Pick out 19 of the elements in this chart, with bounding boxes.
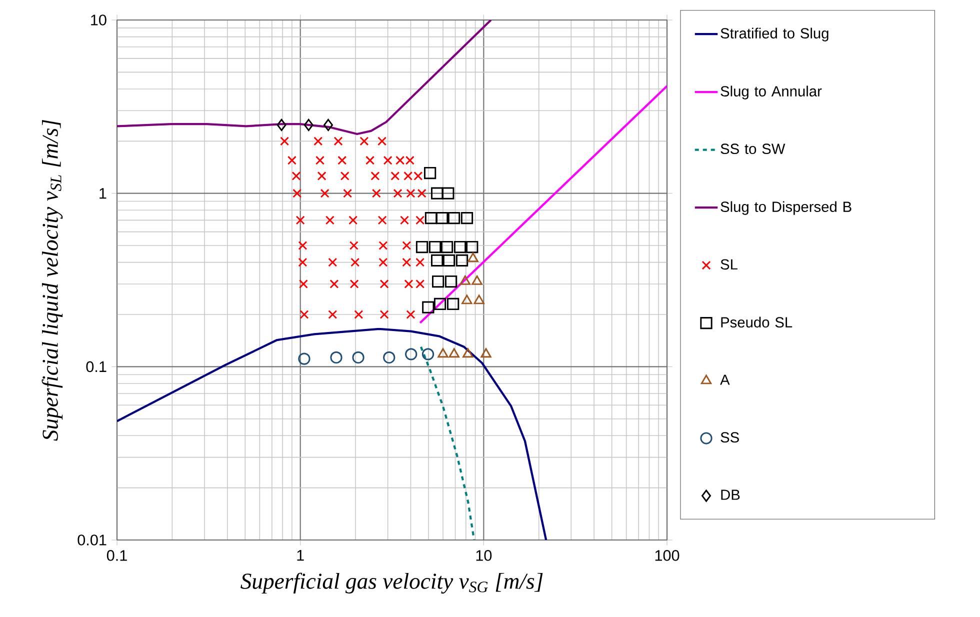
x-axis-title: Superficial gas velocity v$_{SG}$ [m/s] [240,572,543,594]
y-tick-label: 0.1 [86,361,106,372]
legend-label: DB [721,490,740,500]
y-tick-label: 10 [91,14,106,26]
legend-label: SL [720,259,738,270]
x-tick-label: 10 [476,550,492,561]
legend-label: Slug to Dispersed B [720,201,852,215]
legend-label: Slug to Annular [720,86,822,100]
y-axis-title: Superficial liquid velocity v$_{SL}$ [m/s] [42,120,63,441]
x-tick-label: 100 [655,550,680,561]
x-tick-label: 0.1 [106,550,127,561]
legend-label: A [720,374,730,385]
legend-label: Pseudo SL [721,316,792,328]
y-tick-label: 0.01 [78,534,106,546]
legend-label: SS [720,432,739,443]
legend-label: SS to SW [720,144,786,154]
legend-label: Stratified to Slug [720,28,828,42]
y-tick-label: 1 [100,188,106,199]
x-tick-label: 1 [297,550,304,561]
